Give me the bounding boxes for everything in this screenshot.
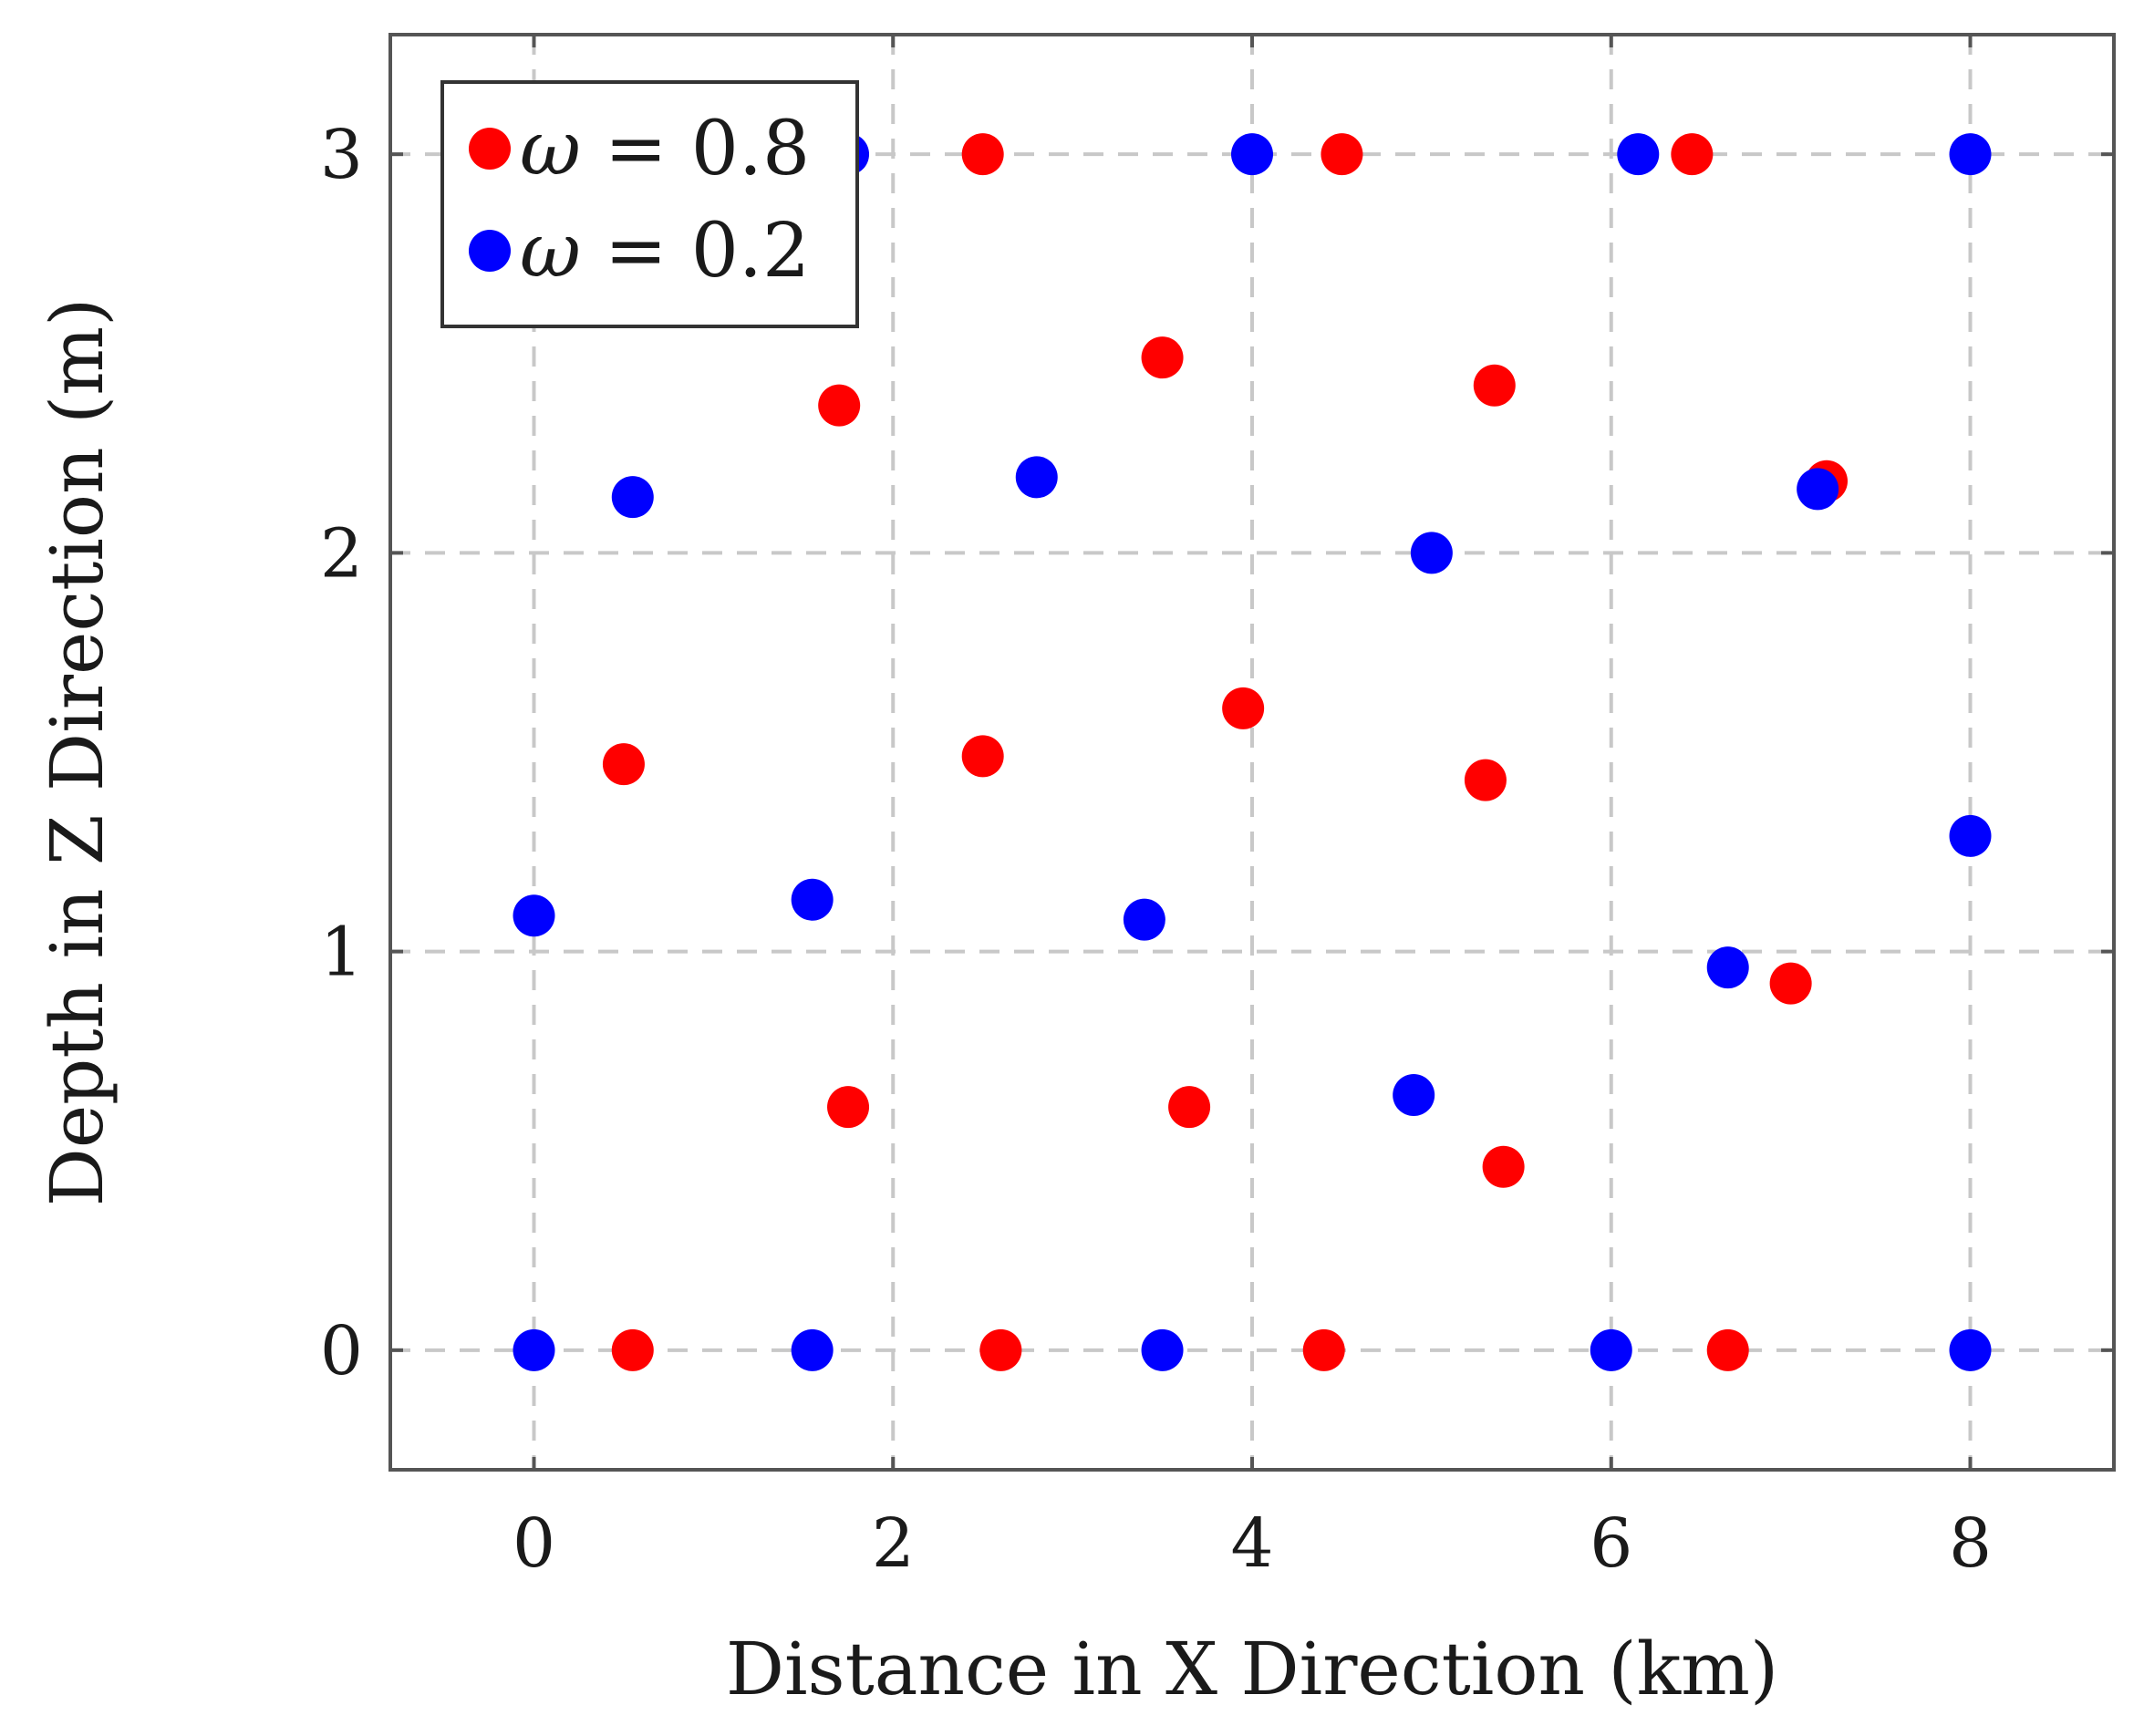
data-point-omega-0.2 <box>1949 133 1992 176</box>
points-layer <box>513 133 1992 1371</box>
data-point-omega-0.2 <box>1231 133 1273 176</box>
data-point-omega-0.8 <box>1141 336 1184 379</box>
data-point-omega-0.2 <box>1410 532 1453 574</box>
data-point-omega-0.8 <box>602 743 645 786</box>
data-point-omega-0.8 <box>1168 1086 1211 1129</box>
data-point-omega-0.8 <box>1302 1328 1345 1371</box>
data-point-omega-0.2 <box>513 894 555 937</box>
legend-box <box>440 80 859 328</box>
data-point-omega-0.8 <box>961 735 1004 778</box>
legend-omega-symbol: ω <box>520 106 581 192</box>
x-tick-label: 8 <box>1949 1504 1992 1583</box>
legend-value: = 0.2 <box>581 208 810 294</box>
data-point-omega-0.2 <box>1949 1328 1992 1371</box>
legend: ω = 0.8 ω = 0.2 <box>440 80 859 328</box>
x-tick-label: 6 <box>1590 1504 1632 1583</box>
y-axis-label: Depth in Z Direction (m) <box>35 298 119 1207</box>
y-tick-label: 2 <box>320 514 363 593</box>
data-point-omega-0.8 <box>1482 1145 1525 1188</box>
data-point-omega-0.8 <box>1464 759 1507 801</box>
data-point-omega-0.2 <box>611 476 654 519</box>
data-point-omega-0.8 <box>611 1328 654 1371</box>
x-tick-label: 4 <box>1230 1504 1273 1583</box>
data-point-omega-0.8 <box>818 384 861 427</box>
data-point-omega-0.8 <box>1321 133 1363 176</box>
data-point-omega-0.8 <box>961 133 1004 176</box>
y-tick-label: 3 <box>320 116 363 194</box>
legend-omega-symbol: ω <box>520 208 581 294</box>
data-point-omega-0.8 <box>1769 962 1812 1005</box>
legend-marker-red <box>469 128 511 170</box>
data-point-omega-0.2 <box>791 1328 834 1371</box>
y-tick-label: 1 <box>320 914 363 992</box>
ticks-layer <box>390 35 2114 1470</box>
y-tick-label: 0 <box>320 1312 363 1390</box>
legend-value: = 0.8 <box>581 106 810 192</box>
data-point-omega-0.8 <box>1706 1328 1749 1371</box>
data-point-omega-0.8 <box>1671 133 1714 176</box>
data-point-omega-0.8 <box>827 1086 870 1129</box>
x-tick-label: 0 <box>513 1504 555 1583</box>
plot-frame <box>388 33 2116 1472</box>
x-axis-label: Distance in X Direction (km) <box>726 1627 1778 1711</box>
data-point-omega-0.8 <box>1222 687 1265 729</box>
data-point-omega-0.2 <box>791 878 834 921</box>
data-point-omega-0.2 <box>1949 814 1992 857</box>
data-point-omega-0.8 <box>979 1328 1022 1371</box>
data-point-omega-0.2 <box>1123 898 1165 941</box>
data-point-omega-0.2 <box>1393 1074 1435 1117</box>
data-point-omega-0.8 <box>1473 364 1516 407</box>
data-point-omega-0.2 <box>1706 946 1749 989</box>
x-tick-label: 2 <box>872 1504 915 1583</box>
data-point-omega-0.2 <box>1797 468 1839 511</box>
legend-label-omega-0.8: ω = 0.8 <box>520 106 810 192</box>
data-point-omega-0.2 <box>1590 1328 1632 1371</box>
data-point-omega-0.2 <box>1141 1328 1184 1371</box>
legend-label-omega-0.2: ω = 0.2 <box>520 208 810 294</box>
data-point-omega-0.2 <box>1015 456 1058 499</box>
data-point-omega-0.2 <box>513 1328 555 1371</box>
legend-marker-blue <box>469 230 511 272</box>
data-point-omega-0.2 <box>1617 133 1660 176</box>
labels-layer: 0 2 4 6 8 0 1 2 3 <box>320 116 1992 1583</box>
